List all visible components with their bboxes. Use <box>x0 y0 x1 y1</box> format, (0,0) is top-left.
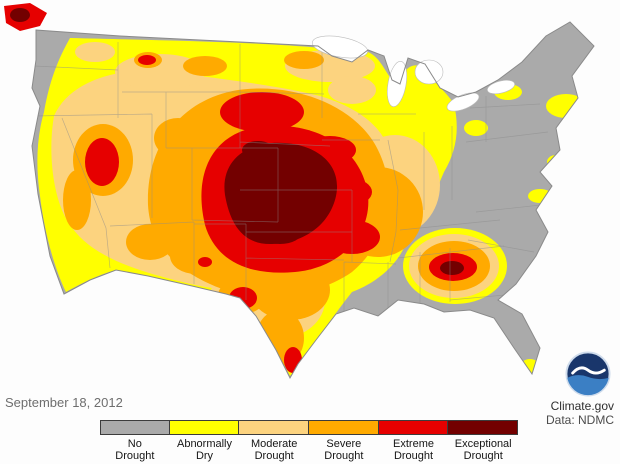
legend-label-line2: Drought <box>463 450 503 462</box>
legend-label-line2: Drought <box>393 450 434 462</box>
legend-swatch-no-drought <box>100 420 170 435</box>
legend-label-line1: Exceptional <box>454 438 512 450</box>
legend-label-line1: Extreme <box>393 438 434 450</box>
legend-swatch-moderate <box>238 420 310 435</box>
legend-item-extreme: Extreme Drought <box>377 420 449 462</box>
legend-label-line1: Moderate <box>250 438 298 450</box>
legend-item-abnormally-dry: Abnormally Dry <box>168 420 240 462</box>
legend-label-line2: Drought <box>115 450 155 462</box>
noaa-logo <box>565 351 611 397</box>
legend-item-moderate: Moderate Drought <box>238 420 310 462</box>
source-label: Climate.gov <box>550 399 614 413</box>
noaa-gull-icon <box>571 366 606 375</box>
map-date: September 18, 2012 <box>5 395 123 410</box>
state-borders <box>32 42 551 316</box>
drought-layer-exceptional <box>224 141 464 275</box>
drought-legend: No Drought Abnormally Dry Moderate Droug… <box>100 420 519 462</box>
legend-swatch-exceptional <box>447 420 519 435</box>
attribution: Climate.gov Data: NDMC <box>546 399 614 427</box>
legend-label-line1: Abnormally <box>176 438 233 450</box>
legend-item-no-drought: No Drought <box>100 420 170 462</box>
data-credit-label: Data: NDMC <box>545 413 614 427</box>
us-drought-map <box>4 3 595 380</box>
us-outline <box>31 21 595 380</box>
legend-label-line2: Drought <box>254 450 294 462</box>
legend-label-line2: Dry <box>195 450 214 462</box>
legend-label-line1: Severe <box>326 438 362 450</box>
legend-swatch-severe <box>308 420 379 435</box>
legend-label-line1: No <box>127 438 142 450</box>
legend-label-line2: Drought <box>324 450 364 462</box>
legend-swatch-abnormally-dry <box>168 420 240 435</box>
great-lakes <box>312 35 515 112</box>
legend-item-exceptional: Exceptional Drought <box>447 420 519 462</box>
top-left-corner-shape <box>4 3 47 31</box>
legend-swatch-extreme <box>377 420 449 435</box>
legend-item-severe: Severe Drought <box>308 420 379 462</box>
